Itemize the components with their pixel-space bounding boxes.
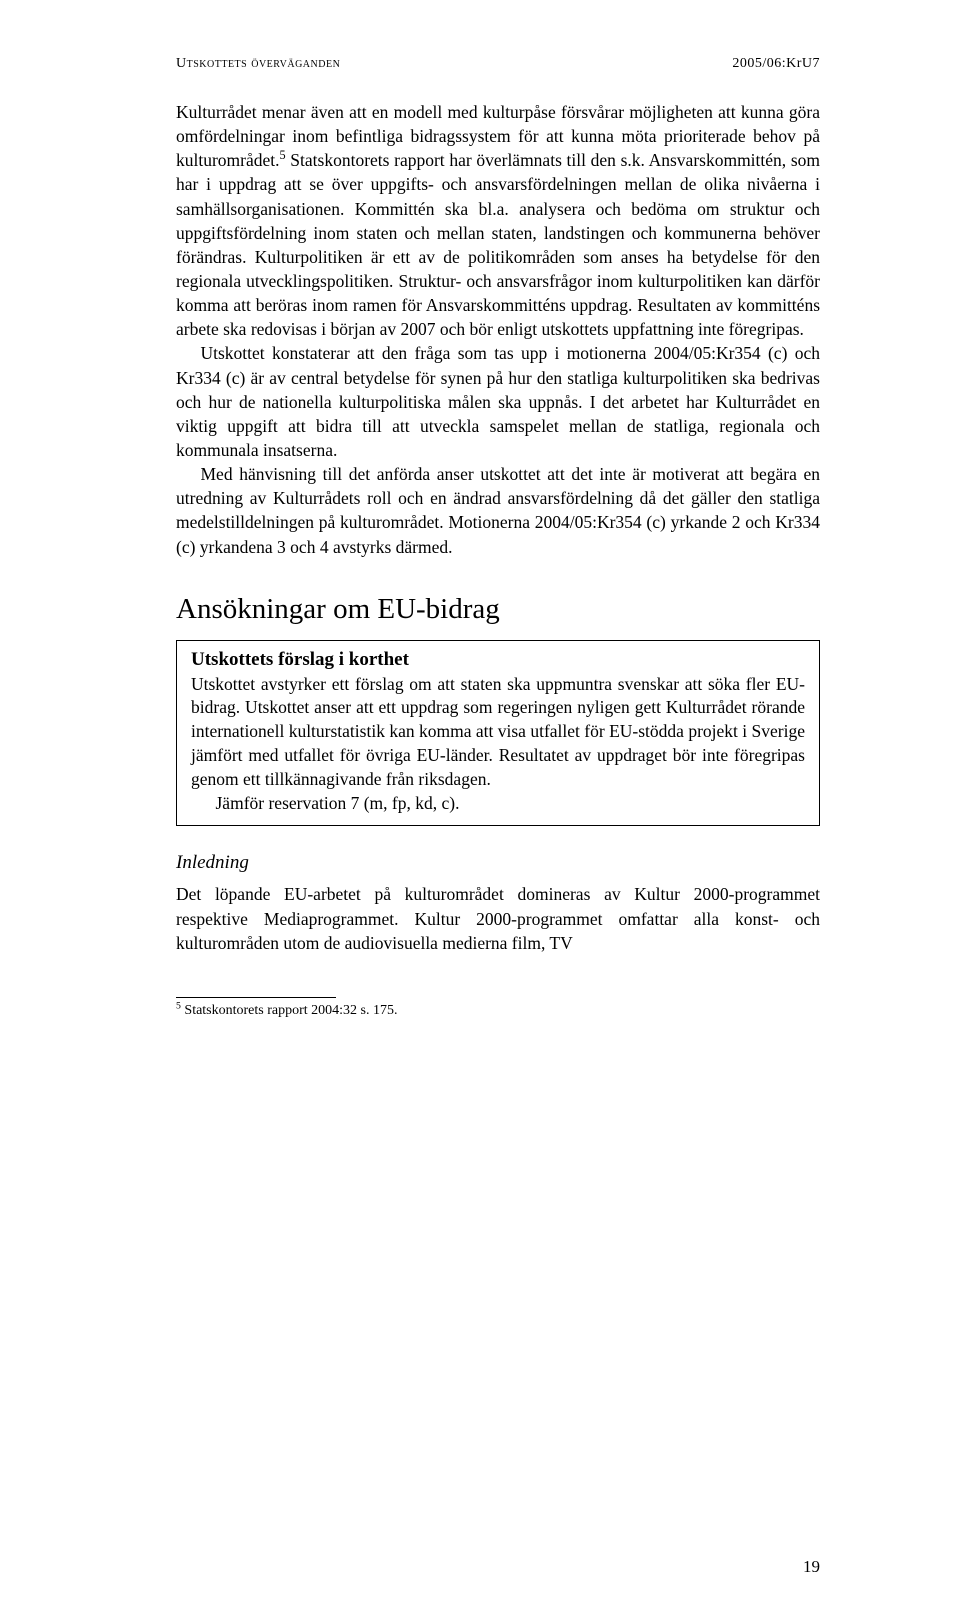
paragraph-4: Det löpande EU-arbetet på kulturområdet … xyxy=(176,882,820,954)
running-head-left: Utskottets överväganden xyxy=(176,56,340,72)
paragraph-1: Kulturrådet menar även att en modell med… xyxy=(176,100,820,341)
footnote-5-text: Statskontorets rapport 2004:32 s. 175. xyxy=(181,1003,398,1018)
body-text-block-1: Kulturrådet menar även att en modell med… xyxy=(176,100,820,559)
footnote-rule xyxy=(176,997,336,998)
summary-box-p2: Jämför reservation 7 (m, fp, kd, c). xyxy=(191,792,805,816)
footnote-5: 5 Statskontorets rapport 2004:32 s. 175. xyxy=(176,1002,820,1020)
paragraph-3: Med hänvisning till det anförda anser ut… xyxy=(176,462,820,559)
running-head: Utskottets överväganden 2005/06:KrU7 xyxy=(176,56,820,72)
page-number: 19 xyxy=(803,1557,820,1577)
summary-box: Utskottets förslag i korthet Utskottet a… xyxy=(176,640,820,827)
summary-box-p1: Utskottet avstyrker ett förslag om att s… xyxy=(191,673,805,792)
summary-box-title: Utskottets förslag i korthet xyxy=(191,649,805,671)
sub-heading-inledning: Inledning xyxy=(176,852,820,874)
running-head-right: 2005/06:KrU7 xyxy=(732,56,820,72)
paragraph-2: Utskottet konstaterar att den fråga som … xyxy=(176,341,820,462)
page-container: Utskottets överväganden 2005/06:KrU7 Kul… xyxy=(0,0,960,1060)
body-text-block-2: Det löpande EU-arbetet på kulturområdet … xyxy=(176,882,820,954)
para1-rest: Statskontorets rapport har överlämnats t… xyxy=(176,150,820,339)
section-heading-eu-bidrag: Ansökningar om EU-bidrag xyxy=(176,593,820,626)
